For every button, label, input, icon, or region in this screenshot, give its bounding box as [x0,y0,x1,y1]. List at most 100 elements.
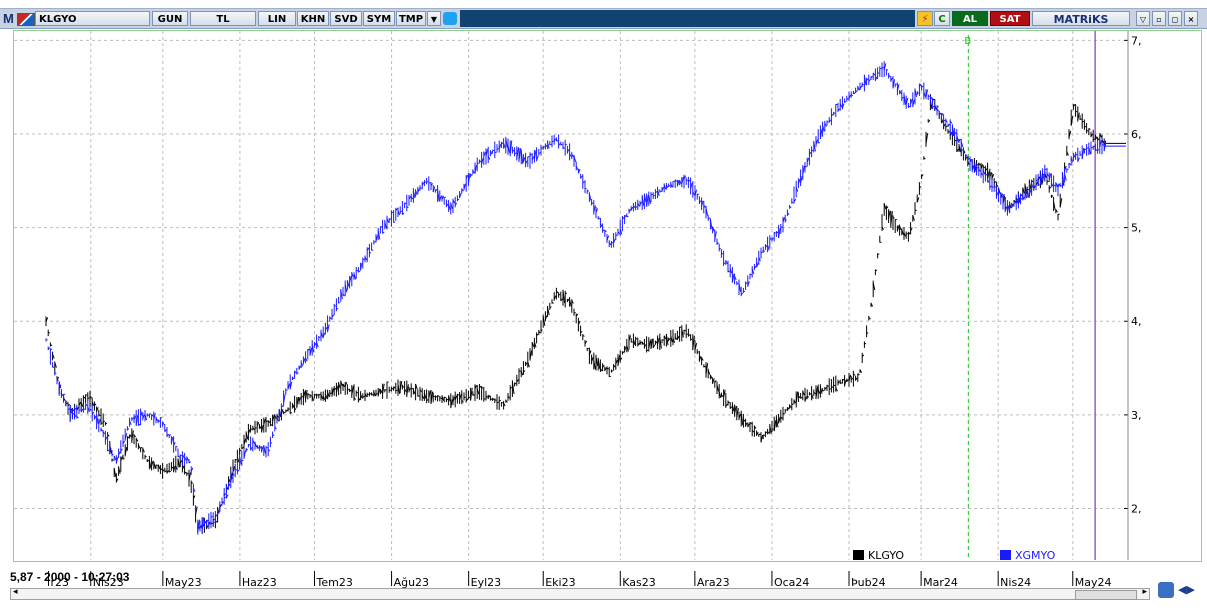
volume-button[interactable]: SVD [330,11,362,26]
x-tick-label: May23 [165,576,202,589]
price-tick [1028,188,1032,196]
price-tick [828,119,832,123]
price-tick [206,525,209,529]
template-button[interactable]: TMP [396,11,426,26]
price-tick [278,409,282,416]
price-tick [157,419,161,422]
candle-button[interactable]: KHN [297,11,329,26]
price-tick [397,210,401,216]
scroll-left-icon[interactable]: ◂ [13,587,18,597]
sync-icon[interactable] [1158,582,1174,598]
price-tick [804,165,807,168]
price-tick [756,431,759,436]
linear-scale-button[interactable]: LIN [258,11,296,26]
y-axis-ticks: 2, 3, 4, 5, 6, 7, [1124,31,1142,560]
price-tick [243,438,247,445]
price-tick [560,298,563,301]
price-tick [56,379,59,382]
price-tick [545,144,548,147]
price-tick [989,185,992,188]
chart-legend: KLGYO XGMYO [853,549,1056,562]
price-tick [613,238,616,243]
price-tick [980,172,984,176]
price-tick [811,393,814,399]
price-tick [674,336,678,340]
horizontal-scrollbar[interactable]: ◂ ▸ [10,587,1150,600]
price-tick [298,397,302,402]
x-tick-label: Eki23 [545,576,575,589]
price-tick [692,191,695,196]
minimize-icon[interactable]: ▫ [1152,11,1166,26]
price-tick [575,313,579,317]
price-tick [914,209,917,212]
price-tick [758,257,761,262]
price-tick [430,391,434,404]
price-tick [296,372,299,375]
price-tick [888,74,891,78]
price-tick [1013,200,1016,203]
price-tick [940,112,944,117]
price-tick [412,190,416,199]
price-tick [995,184,999,187]
price-tick [1022,196,1025,201]
price-tick [324,393,328,399]
pan-arrows-icon[interactable]: ◀▶ [1178,583,1195,596]
price-tick [441,395,445,401]
price-tick [769,425,772,434]
price-tick [107,449,110,452]
price-tick [430,183,434,187]
price-tick [175,466,178,470]
price-tick [639,201,643,205]
price-tick [131,430,134,441]
price-tick [247,429,251,435]
price-tick [401,211,405,215]
price-tick [124,432,128,440]
price-tick [214,514,218,518]
price-tick [569,299,572,307]
price-tick [91,411,95,415]
price-tick [533,150,537,160]
scroll-right-icon[interactable]: ▸ [1142,587,1147,597]
price-tick [237,469,240,473]
buy-button[interactable]: AL [952,11,988,26]
price-tick [815,139,819,145]
price-tick [52,353,55,359]
maximize-icon[interactable]: ◻ [1168,11,1182,26]
price-tick [709,219,713,230]
symbol-field[interactable]: KLGYO [35,11,150,26]
sell-button[interactable]: SAT [990,11,1030,26]
price-tick [492,398,495,401]
lightning-icon[interactable]: ⚡ [917,11,933,26]
price-tick [802,391,805,396]
symbol-button[interactable]: SYM [363,11,395,26]
price-tick [501,142,504,144]
price-tick [901,229,904,235]
price-tick [705,207,709,216]
legend-swatch-KLGYO [853,550,864,560]
close-icon[interactable]: × [1184,11,1198,26]
price-tick [263,418,266,425]
currency-button[interactable]: TL [190,11,256,26]
refresh-icon[interactable]: C [934,11,950,26]
price-tick [344,381,348,387]
price-tick [740,413,744,426]
dropdown-arrow-icon[interactable]: ▼ [427,11,441,26]
price-tick [87,406,90,412]
price-tick [916,197,920,203]
price-tick [89,395,92,399]
price-tick [725,260,728,265]
price-tick [760,435,764,443]
period-button[interactable]: GUN [152,11,188,26]
price-tick [604,367,607,371]
price-tick [608,242,612,246]
price-tick [703,204,706,208]
price-tick [628,335,632,342]
options-arrow-icon[interactable]: ▽ [1136,11,1150,26]
price-tick [943,123,946,128]
twitter-icon[interactable] [443,12,457,25]
price-tick [78,401,82,406]
scroll-thumb[interactable] [1075,590,1137,600]
price-tick [245,448,249,451]
price-series [45,61,1126,535]
